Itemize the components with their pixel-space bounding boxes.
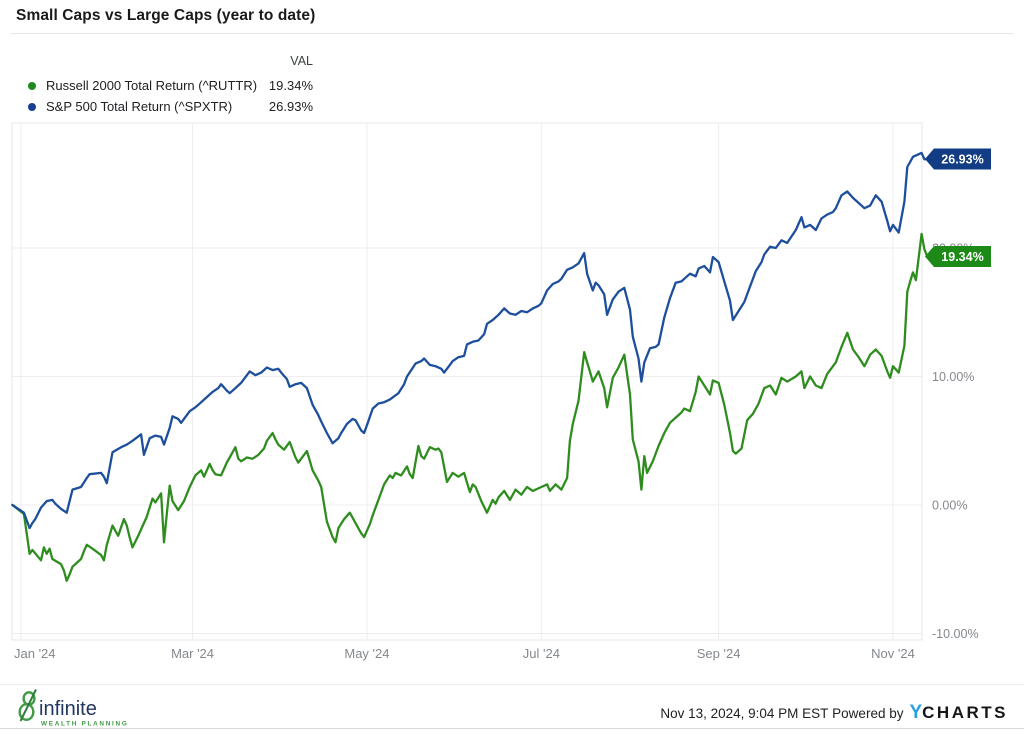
legend-row-russell-2000: Russell 2000 Total Return (^RUTTR) 19.34…: [28, 75, 313, 96]
chart-legend: VAL Russell 2000 Total Return (^RUTTR) 1…: [28, 54, 313, 117]
logo-tagline: WEALTH PLANNING: [41, 721, 129, 728]
legend-series-value: 19.34%: [268, 78, 313, 93]
legend-row-sp-500: S&P 500 Total Return (^SPXTR) 26.93%: [28, 96, 313, 117]
ycharts-logo: Y CHARTS: [909, 702, 1008, 724]
ycharts-logo-y: Y: [909, 702, 923, 723]
page-bottom-border: [0, 728, 1024, 729]
ycharts-logo-charts: CHARTS: [922, 703, 1008, 722]
end-value-badge-russell-2000: [925, 245, 991, 267]
powered-by-label: Powered by: [828, 706, 904, 721]
y-axis-tick-label: -10.00%: [932, 627, 979, 641]
legend-series-value: 26.93%: [268, 99, 313, 114]
x-axis-tick-label: Jan '24: [14, 646, 56, 661]
footer-divider: [0, 684, 1024, 685]
logo-wordmark: infinite: [39, 698, 97, 720]
end-value-badge-label: 19.34%: [941, 250, 983, 264]
series-line-russell-2000: [11, 232, 929, 582]
x-axis-tick-label: Mar '24: [171, 646, 214, 661]
sp-500-series-dot-icon: [28, 102, 36, 111]
end-value-badge-label: 26.93%: [941, 152, 983, 166]
infinite-wealth-planning-logo: infinite WEALTH PLANNING: [14, 687, 144, 734]
series-line-sp-500: [11, 151, 929, 530]
legend-series-name: S&P 500 Total Return (^SPXTR): [46, 99, 233, 114]
end-value-badge-sp-500: [925, 148, 991, 170]
title-divider: [10, 33, 1014, 34]
footer-attribution: Nov 13, 2024, 9:04 PM EST Powered by Y C…: [660, 702, 1008, 724]
y-axis-tick-label: 10.00%: [932, 370, 974, 384]
page-title: Small Caps vs Large Caps (year to date): [16, 7, 316, 24]
y-axis-tick-label: 0.00%: [932, 499, 967, 513]
legend-val-header: VAL: [290, 54, 313, 68]
timestamp-label: Nov 13, 2024, 9:04 PM EST: [660, 706, 829, 721]
plot-border: [11, 122, 923, 641]
x-axis-tick-label: Nov '24: [871, 646, 915, 661]
legend-series-name: Russell 2000 Total Return (^RUTTR): [46, 78, 258, 93]
x-axis-tick-label: Jul '24: [523, 646, 560, 661]
russell-2000-series-dot-icon: [28, 81, 36, 90]
x-axis-tick-label: May '24: [344, 646, 389, 661]
infinity-dollar-icon: [18, 689, 37, 722]
x-axis-tick-label: Sep '24: [697, 646, 741, 661]
